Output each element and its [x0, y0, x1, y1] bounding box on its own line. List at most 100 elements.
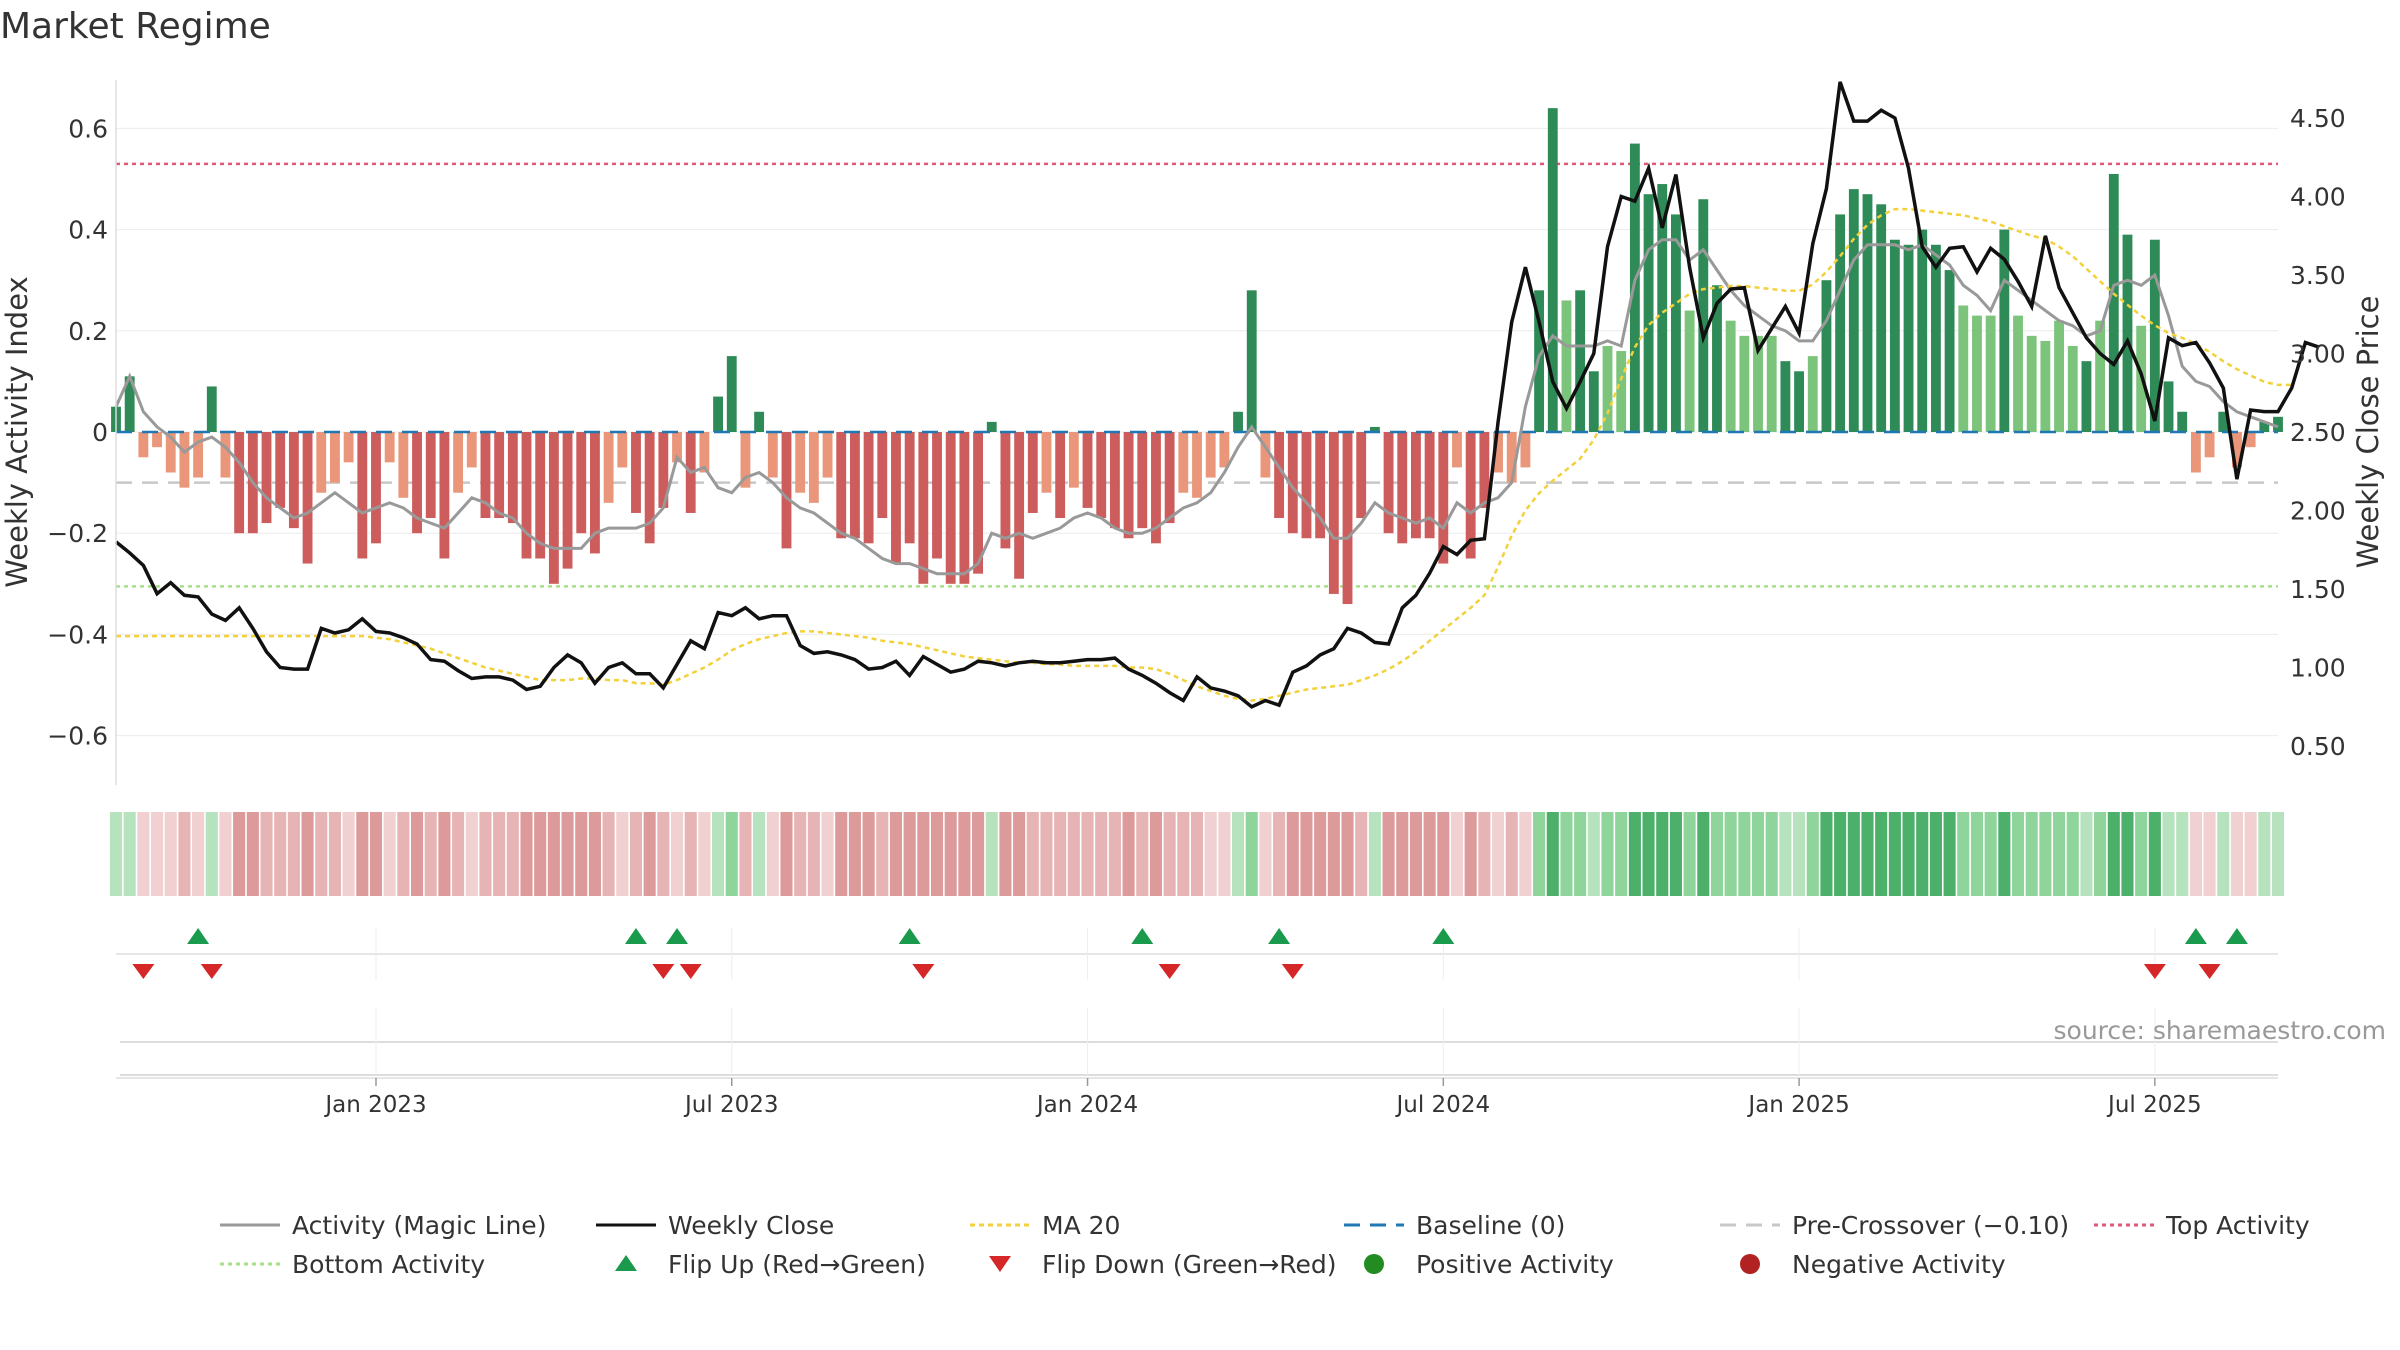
regime-strip-cell: [328, 812, 341, 896]
flip-down-marker: [132, 964, 155, 979]
activity-bar: [384, 432, 395, 463]
regime-strip-cell: [1916, 812, 1929, 896]
flip-up-marker: [2184, 928, 2207, 944]
activity-bar: [891, 432, 901, 564]
activity-bar: [2190, 432, 2201, 473]
regime-strip-cell: [1491, 812, 1505, 896]
activity-bar: [1192, 432, 1202, 498]
legend-label: Top Activity: [2165, 1211, 2310, 1240]
activity-bar: [658, 432, 669, 508]
y-tick-label-left: 0.4: [68, 216, 108, 245]
activity-bar: [152, 432, 162, 448]
y-tick-label-right: 0.50: [2290, 732, 2346, 761]
activity-bar: [1944, 270, 1955, 432]
y-tick-label-left: −0.4: [47, 620, 108, 649]
regime-strip-cell: [985, 812, 998, 896]
regime-strip-cell: [602, 812, 615, 896]
regime-strip-cell: [301, 812, 314, 896]
activity-bar: [644, 432, 655, 544]
regime-strip-cell: [1998, 812, 2011, 896]
activity-bar: [371, 432, 381, 544]
y-tick-label-right: 3.00: [2290, 340, 2346, 369]
regime-strip-cell: [1054, 812, 1067, 896]
activity-bar: [302, 432, 313, 564]
y-tick-label-right: 2.00: [2290, 497, 2346, 526]
y-tick-label-right: 3.50: [2290, 261, 2346, 290]
regime-strip-cell: [616, 812, 629, 896]
regime-strip-cell: [438, 812, 451, 896]
activity-bar: [1616, 351, 1627, 432]
activity-bar: [1739, 335, 1750, 432]
activity-bar: [1287, 432, 1298, 534]
regime-strip-cell: [2135, 812, 2148, 896]
magic-line-series: [114, 238, 2279, 576]
regime-strip-cell: [1861, 812, 1874, 896]
activity-bar: [330, 432, 340, 483]
activity-bar: [986, 421, 997, 432]
regime-strip-cell: [944, 812, 957, 896]
x-tick-label: Jan 2025: [1746, 1092, 1849, 1118]
activity-bar: [466, 432, 477, 468]
regime-strip-cell: [1273, 812, 1286, 896]
activity-bar: [1821, 280, 1832, 432]
regime-strip-cell: [1847, 812, 1860, 896]
activity-bar: [877, 432, 888, 519]
regime-strip-cell: [1286, 812, 1299, 896]
activity-bar: [2095, 320, 2106, 432]
regime-strip-cell: [1642, 812, 1655, 896]
regime-strip-cell: [766, 812, 779, 896]
regime-strip-cell: [999, 812, 1012, 896]
activity-bar: [521, 432, 532, 559]
activity-bar: [220, 432, 231, 478]
activity-bar: [138, 432, 149, 458]
activity-bar: [1766, 335, 1777, 432]
legend-label: Positive Activity: [1416, 1250, 1614, 1279]
flip-down-marker: [652, 964, 675, 979]
y-tick-label-left: −0.6: [47, 722, 108, 751]
activity-bar: [2218, 411, 2229, 432]
activity-bar: [179, 432, 190, 488]
regime-strip-cell: [151, 812, 164, 896]
activity-bar: [576, 432, 587, 534]
regime-strip-cell: [739, 812, 752, 896]
activity-bar: [2081, 361, 2092, 432]
regime-strip-cell: [1656, 812, 1669, 896]
legend-label: Baseline (0): [1416, 1211, 1565, 1240]
regime-strip-cell: [2066, 812, 2079, 896]
regime-strip-cell: [1409, 812, 1422, 896]
regime-strip-cell: [315, 812, 328, 896]
regime-strip-cell: [588, 812, 601, 896]
activity-bar: [1848, 189, 1859, 432]
regime-strip-cell: [233, 812, 246, 896]
activity-bar: [1438, 432, 1449, 564]
regime-strip-cell: [1355, 812, 1368, 896]
source-credit: source: sharemaestro.com: [2054, 1016, 2387, 1045]
flip-up-marker: [624, 928, 647, 944]
regime-strip-cell: [369, 812, 383, 896]
regime-strip-cell: [1204, 812, 1217, 896]
regime-strip-cell: [1450, 812, 1464, 896]
y-tick-label-left: 0.2: [68, 317, 108, 346]
activity-bar: [1725, 320, 1736, 432]
activity-bar: [1684, 310, 1695, 432]
activity-bar: [1000, 432, 1011, 549]
regime-strip-cell: [712, 812, 725, 896]
activity-bar: [439, 432, 450, 559]
activity-bar: [1424, 432, 1435, 539]
regime-strip-cell: [1601, 812, 1614, 896]
legend-label: Flip Down (Green→Red): [1042, 1250, 1337, 1279]
legend-label: Bottom Activity: [292, 1250, 485, 1279]
activity-bar: [1233, 411, 1243, 432]
y-axis-left-label: Weekly Activity Index: [0, 276, 34, 587]
flip-down-marker: [2143, 964, 2166, 979]
regime-strip-cell: [192, 812, 205, 896]
activity-bar: [1835, 214, 1846, 432]
activity-bar: [2259, 421, 2270, 432]
bars-layer: [111, 108, 2283, 605]
regime-strip-cell: [2217, 812, 2230, 896]
regime-strip-cell: [1779, 812, 1792, 896]
activity-bar: [535, 432, 546, 559]
regime-strip-cell: [1437, 812, 1450, 896]
regime-strip-cell: [493, 812, 506, 896]
activity-bar: [275, 432, 286, 508]
